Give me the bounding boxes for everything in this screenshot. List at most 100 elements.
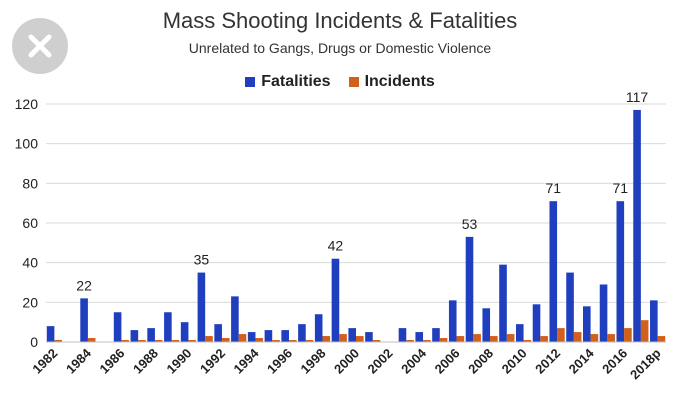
bar-incidents-1991 xyxy=(205,336,213,342)
bar-incidents-2018p xyxy=(657,336,666,342)
bar-fatalities-1992 xyxy=(214,324,222,342)
x-tick-label-2002: 2002 xyxy=(365,346,396,377)
bar-incidents-2010 xyxy=(523,340,532,342)
bar-fatalities-2013 xyxy=(566,272,574,342)
bar-fatalities-2016 xyxy=(616,201,625,342)
bar-incidents-1997 xyxy=(305,340,314,342)
bar-incidents-1995 xyxy=(272,340,280,342)
bar-fatalities-2004 xyxy=(415,332,424,342)
x-tick-label-1994: 1994 xyxy=(231,345,263,377)
y-tick-label-0: 0 xyxy=(30,334,38,350)
bar-fatalities-1989 xyxy=(164,312,172,342)
x-tick-label-2006: 2006 xyxy=(432,346,463,377)
bar-incidents-2006 xyxy=(456,336,465,342)
bar-incidents-2011 xyxy=(540,336,548,342)
bar-incidents-2003 xyxy=(406,340,414,342)
bar-incidents-1993 xyxy=(238,334,247,342)
x-tick-label-2016: 2016 xyxy=(599,346,630,377)
bar-fatalities-1990 xyxy=(180,322,189,342)
x-tick-label-2004: 2004 xyxy=(398,345,430,377)
bar-fatalities-2006 xyxy=(448,300,457,342)
x-tick-label-2010: 2010 xyxy=(499,346,530,377)
x-tick-label-2012: 2012 xyxy=(532,346,563,377)
bar-fatalities-1984 xyxy=(80,298,88,342)
bar-fatalities-2000 xyxy=(348,328,356,342)
y-tick-label-60: 60 xyxy=(22,215,38,231)
bar-fatalities-1995 xyxy=(264,330,273,342)
x-tick-label-1986: 1986 xyxy=(96,346,127,377)
legend-item-fatalities: Fatalities xyxy=(245,73,331,91)
bar-fatalities-2017 xyxy=(633,109,641,342)
bar-fatalities-2014 xyxy=(582,306,591,342)
bar-fatalities-2007 xyxy=(465,236,474,342)
chart-title: Mass Shooting Incidents & Fatalities xyxy=(162,8,518,33)
bar-fatalities-1999 xyxy=(331,258,340,342)
bar-fatalities-1996 xyxy=(281,330,289,342)
y-tick-label-100: 100 xyxy=(15,136,39,152)
bar-fatalities-2001 xyxy=(365,332,373,342)
bar-fatalities-2009 xyxy=(499,264,507,342)
legend-item-incidents: Incidents xyxy=(348,73,435,91)
bar-incidents-2013 xyxy=(573,332,582,342)
x-tick-label-1990: 1990 xyxy=(163,346,194,377)
bar-fatalities-2003 xyxy=(398,328,407,342)
x-tick-label-1982: 1982 xyxy=(29,346,60,377)
bar-fatalities-1994 xyxy=(247,332,256,342)
bar-fatalities-1986 xyxy=(113,312,122,342)
legend-label-fatalities: Fatalities xyxy=(261,73,331,90)
data-label-fatalities-1991: 35 xyxy=(194,252,210,268)
data-label-fatalities-2007: 53 xyxy=(462,216,478,232)
bar-incidents-1996 xyxy=(288,340,297,342)
bar-incidents-2016 xyxy=(624,328,632,342)
bar-incidents-2014 xyxy=(590,334,599,342)
legend-swatch-fatalities xyxy=(245,77,256,87)
close-icon xyxy=(28,34,52,58)
bar-fatalities-2015 xyxy=(599,284,608,342)
chart-subtitle: Unrelated to Gangs, Drugs or Domestic Vi… xyxy=(188,40,492,56)
bar-incidents-2017 xyxy=(640,320,649,342)
x-tick-label-2008: 2008 xyxy=(465,346,496,377)
y-tick-label-120: 120 xyxy=(15,96,39,112)
close-button[interactable] xyxy=(12,18,68,74)
x-tick-label-1998: 1998 xyxy=(298,346,329,377)
x-tick-label-2018p: 2018p xyxy=(627,345,664,382)
bar-fatalities-1988 xyxy=(147,328,155,342)
bar-fatalities-1998 xyxy=(314,314,323,342)
bar-incidents-2012 xyxy=(557,328,565,342)
bar-incidents-1987 xyxy=(138,340,146,342)
bar-incidents-1990 xyxy=(188,340,197,342)
bar-incidents-1992 xyxy=(221,338,230,342)
bar-incidents-2001 xyxy=(372,340,381,342)
bar-fatalities-2018p xyxy=(650,300,658,342)
bar-fatalities-1997 xyxy=(298,324,306,342)
x-tick-label-1996: 1996 xyxy=(264,346,295,377)
bar-incidents-1998 xyxy=(322,336,331,342)
bar-fatalities-2010 xyxy=(515,324,524,342)
legend: Fatalities Incidents xyxy=(0,73,680,91)
bar-incidents-2007 xyxy=(473,334,481,342)
bar-incidents-1988 xyxy=(154,340,163,342)
bar-fatalities-2011 xyxy=(532,304,541,342)
x-tick-label-1992: 1992 xyxy=(197,346,228,377)
bar-incidents-2005 xyxy=(439,338,448,342)
bar-fatalities-2012 xyxy=(549,201,558,342)
bar-incidents-2008 xyxy=(490,336,498,342)
bar-incidents-1982 xyxy=(54,340,62,342)
bar-incidents-1999 xyxy=(339,334,347,342)
x-tick-label-1988: 1988 xyxy=(130,346,161,377)
bar-incidents-2015 xyxy=(607,334,615,342)
x-tick-label-1984: 1984 xyxy=(63,345,95,377)
bar-incidents-1994 xyxy=(255,338,264,342)
bar-incidents-1989 xyxy=(171,340,180,342)
bar-incidents-2000 xyxy=(356,336,364,342)
y-tick-label-40: 40 xyxy=(22,255,38,271)
bar-incidents-1986 xyxy=(121,340,130,342)
y-tick-label-20: 20 xyxy=(22,294,38,310)
data-label-fatalities-1999: 42 xyxy=(328,238,344,254)
legend-label-incidents: Incidents xyxy=(364,73,435,90)
data-label-fatalities-2016: 71 xyxy=(613,180,629,196)
bar-fatalities-1982 xyxy=(46,326,55,342)
bar-fatalities-2008 xyxy=(482,308,491,342)
bar-incidents-1984 xyxy=(87,338,96,342)
